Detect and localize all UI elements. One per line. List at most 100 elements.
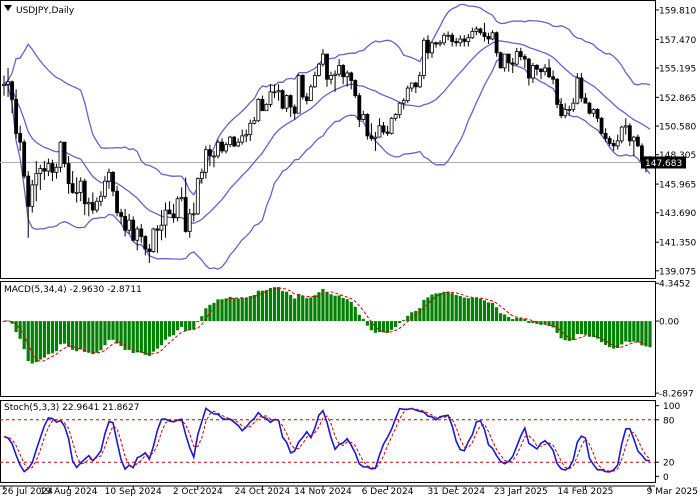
macd-signal-line [3, 287, 651, 363]
macd-bar [38, 321, 42, 360]
candle [531, 62, 535, 84]
candle-body [159, 224, 164, 231]
macd-bar [272, 287, 277, 322]
macd-bar [147, 321, 151, 356]
candle-body [252, 120, 257, 124]
candle [539, 67, 543, 80]
macd-bar [71, 321, 75, 350]
candle [171, 203, 176, 223]
candle [482, 22, 487, 42]
candle-body [94, 200, 99, 211]
macd-bar [62, 321, 67, 344]
candle-body [413, 82, 418, 88]
candle-body [623, 125, 628, 128]
candle [276, 84, 281, 101]
macd-bar [519, 318, 523, 322]
candle [490, 30, 495, 41]
macd-bar [276, 287, 281, 322]
candle-body [127, 219, 132, 231]
candle-body [539, 68, 543, 73]
candle [284, 94, 289, 112]
candle-body [405, 87, 410, 102]
candle [615, 134, 620, 150]
macd-bar [329, 294, 333, 322]
candle-body [474, 28, 479, 32]
macd-bar [426, 297, 430, 322]
price-tick-label: 152.865 [659, 94, 696, 104]
candle-body [458, 38, 463, 44]
candle-body [482, 32, 487, 37]
candle-body [54, 166, 59, 173]
macd-bar [216, 299, 220, 322]
candle-body [522, 56, 527, 60]
candle-body [490, 32, 495, 40]
macd-bar [176, 321, 180, 331]
price-tick-label: 155.195 [659, 64, 696, 74]
candle-body [50, 163, 55, 173]
candle-body [438, 42, 442, 45]
candle [139, 223, 144, 243]
candle-body [321, 53, 325, 65]
candle-body [518, 51, 523, 58]
macd-bar [398, 321, 402, 324]
macd-bar [357, 314, 361, 322]
candle [611, 139, 616, 151]
macd-bar [636, 321, 640, 343]
candle [312, 71, 317, 89]
candle-body [397, 102, 402, 115]
candle-body [220, 141, 224, 152]
macd-bar [555, 321, 559, 333]
candle [522, 54, 527, 68]
candle-body [151, 228, 156, 252]
candle-body [131, 219, 136, 241]
macd-bar [377, 321, 382, 332]
candle [191, 202, 196, 222]
candle [163, 202, 168, 238]
candle [179, 187, 184, 202]
macd-bar [571, 321, 575, 340]
macd-bar [46, 321, 51, 355]
macd-bar [353, 306, 357, 322]
candle [260, 95, 265, 112]
candle-body [224, 144, 228, 152]
candle-body [607, 137, 612, 144]
time-tick-label: 6 Dec 2024 [362, 487, 414, 497]
symbol-dropdown-icon [4, 5, 12, 11]
macd-bar [95, 321, 99, 353]
candle-body [462, 38, 467, 42]
candle [543, 64, 547, 76]
candle [325, 53, 329, 87]
candle [272, 84, 277, 99]
macd-bar [527, 321, 531, 323]
candle-body [58, 141, 63, 168]
macd-bar [345, 299, 349, 322]
candle [115, 186, 119, 217]
candle [494, 31, 499, 57]
macd-bar [612, 321, 616, 349]
macd-bar [240, 298, 244, 322]
candle [409, 82, 414, 92]
candle [462, 35, 467, 47]
candle [381, 122, 386, 135]
macd-bar [297, 294, 301, 322]
candle-body [430, 42, 434, 54]
candle [627, 123, 632, 146]
candle [599, 116, 604, 135]
macd-bar [466, 298, 470, 322]
candle [575, 72, 580, 105]
candle-body [119, 212, 123, 217]
candle-body [341, 65, 346, 78]
macd-bar [640, 321, 644, 346]
candle [547, 59, 551, 78]
macd-bar [289, 294, 293, 322]
candle-body [381, 125, 386, 133]
macd-bar [212, 302, 216, 322]
candle-body [34, 173, 39, 186]
candle-body [446, 34, 451, 37]
macd-bar [248, 296, 252, 322]
macd-bar [385, 321, 390, 333]
candle [458, 35, 463, 47]
candle [175, 196, 180, 222]
candle-body [115, 190, 119, 213]
